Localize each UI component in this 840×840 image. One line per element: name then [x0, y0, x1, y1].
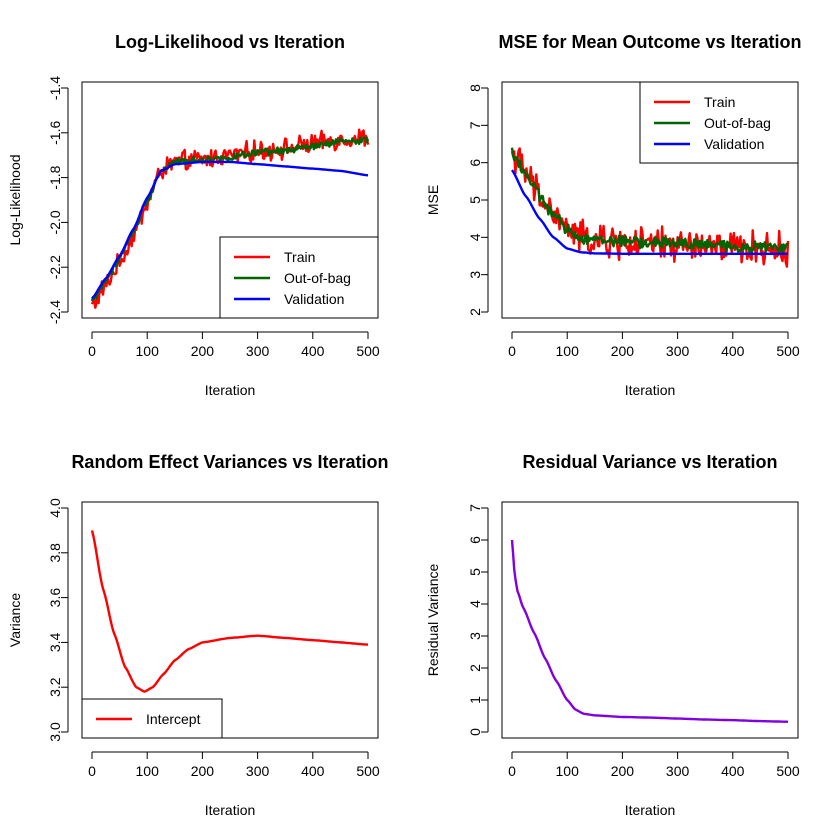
x-tick-label: 100: [136, 343, 160, 359]
x-tick-label: 100: [556, 763, 580, 779]
chart-title: Log-Likelihood vs Iteration: [115, 32, 345, 52]
x-tick-label: 0: [508, 763, 516, 779]
y-tick-label: 7: [467, 121, 483, 129]
series-line-validation: [91, 160, 369, 300]
legend-entry: Validation: [704, 136, 764, 152]
chart-title: Residual Variance vs Iteration: [522, 452, 777, 472]
y-tick-label: -1.4: [47, 76, 63, 100]
x-axis-label: Iteration: [205, 802, 256, 818]
x-tick-label: 200: [191, 343, 215, 359]
y-axis-label: Log-Likelihood: [7, 154, 23, 245]
plot-frame: [81, 501, 379, 739]
y-tick-label: -1.8: [47, 165, 63, 189]
legend-entry: Out-of-bag: [284, 270, 351, 286]
plot-frame: [501, 501, 799, 739]
y-tick-label: 2: [467, 308, 483, 316]
panel-resvar: Residual Variance vs Iteration Iteration R…: [425, 452, 800, 818]
series-line-out-of-bag: [90, 136, 370, 302]
x-tick-label: 400: [301, 763, 325, 779]
series-line-train: [510, 147, 790, 268]
x-tick-label: 100: [556, 343, 580, 359]
panel-loglik: Log-Likelihood vs Iteration Iteration Log-…: [7, 32, 380, 398]
legend-entry: Train: [284, 249, 315, 265]
chart-title: MSE for Mean Outcome vs Iteration: [498, 32, 801, 52]
x-tick-label: 200: [611, 763, 635, 779]
x-axis-label: Iteration: [625, 802, 676, 818]
y-axis-label: Residual Variance: [425, 564, 441, 677]
y-tick-label: 2: [467, 664, 483, 672]
legend-entry: Train: [704, 94, 735, 110]
y-axis-label: MSE: [425, 185, 441, 215]
x-tick-label: 400: [301, 343, 325, 359]
x-tick-label: 0: [88, 343, 96, 359]
x-tick-label: 200: [191, 763, 215, 779]
y-tick-label: 6: [467, 159, 483, 167]
y-tick-label: 3.2: [47, 677, 63, 697]
legend: Train Out-of-bag Validation: [639, 81, 799, 164]
y-tick-label: 3.8: [47, 543, 63, 563]
panel-revar: Random Effect Variances vs Iteration Iter…: [7, 452, 389, 818]
y-axis-label: Variance: [7, 593, 23, 647]
y-tick-label: -1.6: [47, 121, 63, 145]
y-tick-label: 3: [467, 632, 483, 640]
y-tick-label: 4: [467, 233, 483, 241]
y-tick-label: 4.0: [47, 498, 63, 518]
x-tick-label: 500: [356, 343, 380, 359]
x-tick-label: 500: [776, 763, 800, 779]
y-tick-label: 3.0: [47, 722, 63, 742]
x-tick-label: 500: [356, 763, 380, 779]
y-tick-label: 3.6: [47, 588, 63, 608]
panel-mse: MSE for Mean Outcome vs Iteration Iterati…: [425, 32, 802, 398]
series-line-intercept: [90, 530, 369, 693]
x-tick-label: 0: [88, 763, 96, 779]
x-tick-label: 0: [508, 343, 516, 359]
y-tick-label: 5: [467, 196, 483, 204]
series-line-validation: [511, 169, 789, 255]
x-axis-label: Iteration: [205, 382, 256, 398]
x-tick-label: 100: [136, 763, 160, 779]
series-line-out-of-bag: [510, 147, 789, 254]
y-tick-label: -2.0: [47, 210, 63, 234]
y-tick-label: -2.4: [47, 300, 63, 324]
y-tick-label: 1: [467, 696, 483, 704]
x-tick-label: 300: [666, 343, 690, 359]
y-tick-label: 0: [467, 728, 483, 736]
legend-entry: Out-of-bag: [704, 115, 771, 131]
y-tick-label: 4: [467, 600, 483, 608]
y-tick-label: 6: [467, 536, 483, 544]
legend: Train Out-of-bag Validation: [219, 236, 379, 319]
legend: Intercept: [81, 698, 223, 739]
x-tick-label: 200: [611, 343, 635, 359]
x-axis-label: Iteration: [625, 382, 676, 398]
y-tick-label: 3.4: [47, 632, 63, 652]
series-line-residual-variance: [510, 539, 789, 723]
y-tick-label: 7: [467, 504, 483, 512]
y-tick-label: 5: [467, 568, 483, 576]
x-tick-label: 300: [246, 343, 270, 359]
y-tick-label: 8: [467, 84, 483, 92]
legend-entry: Intercept: [146, 711, 201, 727]
x-tick-label: 500: [776, 343, 800, 359]
chart-title: Random Effect Variances vs Iteration: [71, 452, 388, 472]
x-tick-label: 400: [721, 343, 745, 359]
y-tick-label: -2.2: [47, 255, 63, 279]
x-tick-label: 400: [721, 763, 745, 779]
x-tick-label: 300: [666, 763, 690, 779]
y-tick-label: 3: [467, 271, 483, 279]
x-tick-label: 300: [246, 763, 270, 779]
legend-entry: Validation: [284, 291, 344, 307]
